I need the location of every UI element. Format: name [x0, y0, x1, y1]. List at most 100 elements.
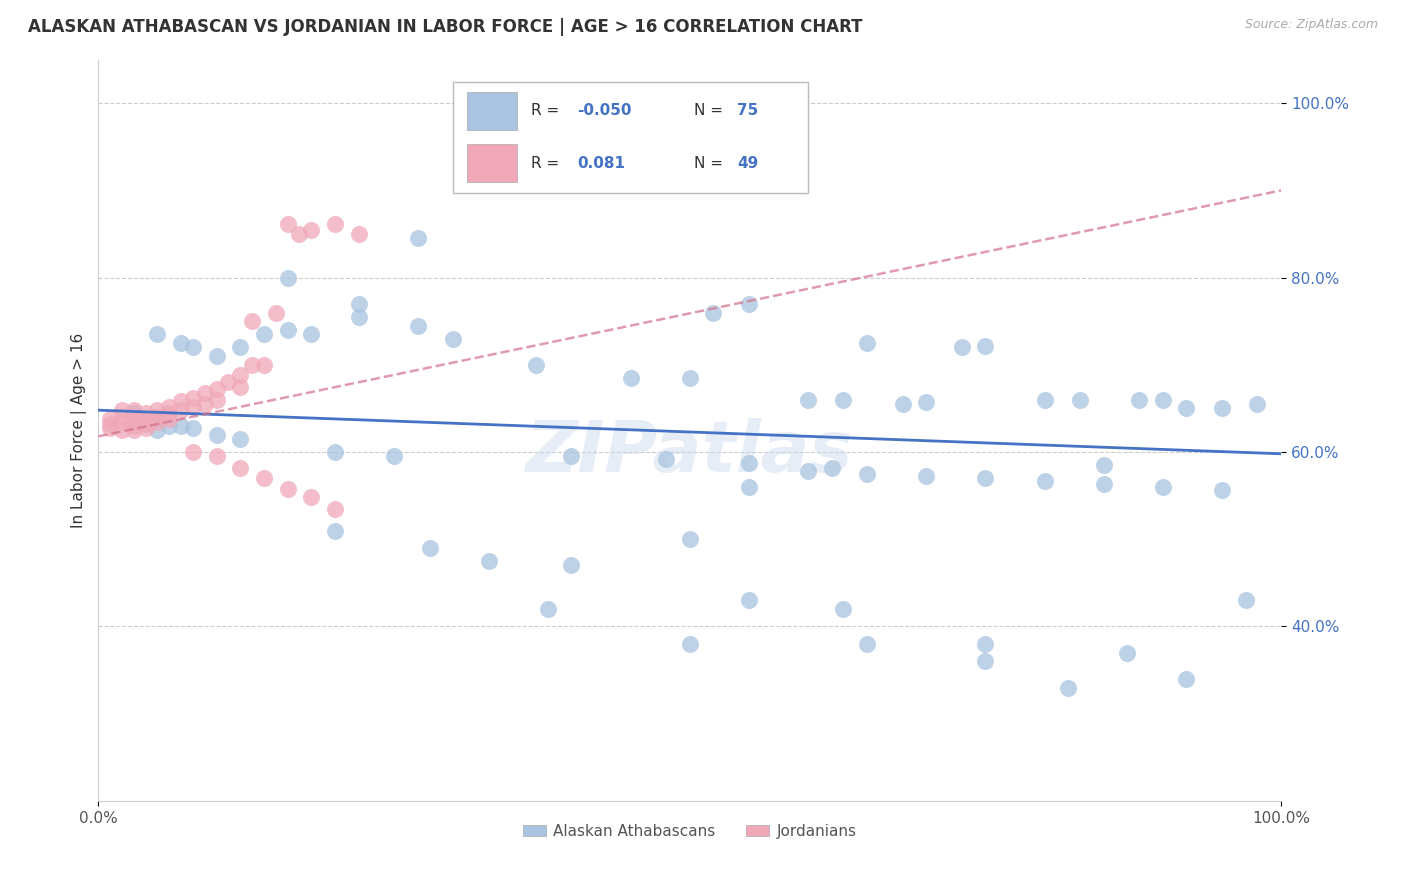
Point — [229, 460, 252, 475]
Point — [560, 558, 582, 573]
Point — [111, 415, 134, 429]
Point — [1116, 646, 1139, 660]
Point — [122, 406, 145, 420]
Point — [157, 412, 180, 426]
Point — [738, 480, 761, 494]
Point — [619, 371, 641, 385]
Point — [821, 460, 844, 475]
Point — [974, 654, 997, 668]
Point — [1211, 401, 1233, 416]
Point — [194, 397, 217, 411]
Point — [146, 403, 169, 417]
Point — [194, 385, 217, 400]
Point — [915, 469, 938, 483]
Point — [146, 415, 169, 429]
Point — [181, 421, 204, 435]
Text: ZIPatlas: ZIPatlas — [526, 418, 853, 487]
Point — [299, 222, 322, 236]
Point — [253, 471, 276, 485]
Point — [1234, 593, 1257, 607]
Point — [181, 391, 204, 405]
Point — [146, 412, 169, 426]
Point — [122, 423, 145, 437]
Point — [240, 314, 263, 328]
Point — [347, 227, 370, 241]
Point — [1175, 401, 1198, 416]
Point — [382, 450, 405, 464]
Point — [170, 336, 193, 351]
Point — [122, 403, 145, 417]
Point — [253, 327, 276, 342]
Point — [974, 637, 997, 651]
Point — [146, 423, 169, 437]
Point — [347, 310, 370, 324]
Point — [560, 450, 582, 464]
Point — [170, 403, 193, 417]
Point — [1033, 474, 1056, 488]
Point — [205, 450, 228, 464]
Point — [98, 417, 121, 431]
Point — [323, 501, 346, 516]
Y-axis label: In Labor Force | Age > 16: In Labor Force | Age > 16 — [72, 333, 87, 528]
Point — [122, 415, 145, 429]
Point — [478, 554, 501, 568]
Point — [537, 602, 560, 616]
Point — [135, 417, 157, 431]
Point — [181, 340, 204, 354]
Point — [146, 410, 169, 425]
Point — [323, 445, 346, 459]
Point — [347, 297, 370, 311]
Point — [1057, 681, 1080, 695]
Point — [229, 432, 252, 446]
Point — [1092, 458, 1115, 472]
Point — [974, 471, 997, 485]
Point — [205, 427, 228, 442]
Point — [253, 358, 276, 372]
Point — [111, 410, 134, 425]
Point — [1152, 392, 1174, 407]
Point — [217, 376, 239, 390]
Point — [205, 349, 228, 363]
Point — [264, 305, 287, 319]
Point — [1033, 392, 1056, 407]
Point — [679, 637, 702, 651]
Point — [157, 418, 180, 433]
Point — [406, 318, 429, 333]
Point — [418, 541, 440, 555]
Point — [856, 467, 879, 481]
Point — [1069, 392, 1091, 407]
Point — [181, 400, 204, 414]
Point — [299, 327, 322, 342]
Point — [157, 406, 180, 420]
Point — [122, 410, 145, 425]
Point — [240, 358, 263, 372]
Point — [974, 338, 997, 352]
Point — [135, 406, 157, 420]
Point — [135, 420, 157, 434]
Point — [229, 379, 252, 393]
Point — [655, 452, 678, 467]
Point — [832, 602, 855, 616]
Point — [797, 392, 820, 407]
Point — [1211, 483, 1233, 497]
Point — [891, 397, 914, 411]
Point — [441, 332, 464, 346]
Point — [181, 445, 204, 459]
Legend: Alaskan Athabascans, Jordanians: Alaskan Athabascans, Jordanians — [516, 818, 863, 845]
Point — [111, 403, 134, 417]
Point — [1092, 477, 1115, 491]
Point — [832, 392, 855, 407]
Point — [950, 340, 973, 354]
Point — [1175, 672, 1198, 686]
Point — [915, 395, 938, 409]
Point — [277, 323, 299, 337]
Point — [277, 270, 299, 285]
Point — [406, 231, 429, 245]
Point — [229, 368, 252, 383]
Point — [524, 358, 547, 372]
Point — [170, 394, 193, 409]
Point — [856, 336, 879, 351]
Point — [299, 491, 322, 505]
Point — [738, 456, 761, 470]
Point — [1128, 392, 1150, 407]
